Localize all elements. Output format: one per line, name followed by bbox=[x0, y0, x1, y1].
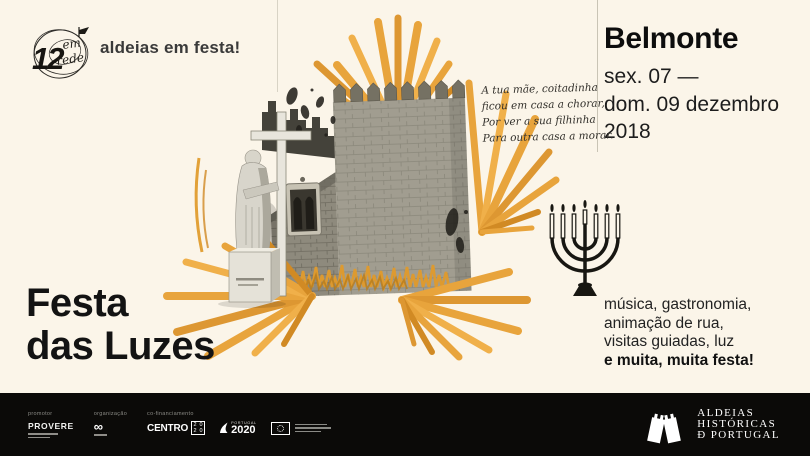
centro-logo-text: CENTRO bbox=[147, 422, 189, 434]
brand-line: Ð PORTUGAL bbox=[697, 429, 780, 441]
microtext-bar bbox=[28, 433, 58, 435]
tagline: aldeias em festa! bbox=[100, 38, 241, 57]
brand-line: ALDEIAS bbox=[697, 407, 755, 419]
microtext-bar bbox=[93, 434, 107, 436]
brandmark-script-1: em bbox=[61, 36, 81, 52]
cofinance-label: co-financiamento bbox=[147, 411, 194, 417]
palm-strand-decoration-left bbox=[194, 157, 209, 253]
statue-illustration bbox=[218, 111, 312, 308]
promoter-label: promotor bbox=[28, 411, 53, 417]
provere-logo: PROVERE bbox=[28, 421, 74, 431]
centro-2020-grid-icon: 2 0 2 0 bbox=[191, 421, 206, 435]
em-rede-logo: 12 em rede bbox=[32, 27, 89, 79]
menorah-icon bbox=[549, 200, 621, 296]
event-date-from: sex. 07 — bbox=[604, 65, 699, 88]
event-dates: sex. 07 — dom. 09 dezembro 2018 bbox=[604, 63, 779, 146]
page-title: Festa das Luzes bbox=[26, 282, 215, 368]
portugal-2020-logo: PORTUGAL 2020 bbox=[219, 421, 257, 436]
organizer-mark-icon: ∞ bbox=[93, 419, 104, 434]
brandmark-script-2: rede bbox=[55, 50, 84, 68]
portugal-label: PORTUGAL bbox=[231, 421, 257, 425]
event-location: Belmonte bbox=[604, 22, 739, 55]
sponsor-logos: promotor PROVERE organização ∞ co-financ… bbox=[28, 411, 331, 438]
event-info: Belmonte sex. 07 — dom. 09 dezembro 2018 bbox=[604, 22, 779, 146]
grid-digit: 2 bbox=[193, 428, 197, 434]
title-line-2: das Luzes bbox=[26, 324, 215, 368]
organizer-label: organização bbox=[93, 411, 128, 417]
handwritten-verse: A tua mãe, coitadinha ficou em casa a ch… bbox=[481, 79, 615, 146]
brand-line: HISTÓRICAS bbox=[697, 418, 777, 430]
palm-frond-decoration-right bbox=[465, 79, 560, 236]
description-line-emphasis: e muita, muita festa! bbox=[604, 351, 754, 369]
grid-digit: 0 bbox=[199, 428, 203, 434]
event-description: música, gastronomia, animação de rua, vi… bbox=[604, 296, 754, 370]
organizer-logo: organização ∞ bbox=[93, 411, 128, 436]
title-line-1: Festa bbox=[26, 281, 128, 325]
eu-cofunding-logo bbox=[270, 421, 331, 435]
aldeias-historicas-icon bbox=[647, 413, 682, 443]
collage-fold-line-right bbox=[597, 0, 598, 152]
event-date-to: dom. 09 dezembro bbox=[604, 92, 780, 116]
promoter-logo: promotor PROVERE bbox=[28, 411, 74, 438]
description-line: visitas guiadas, luz bbox=[604, 333, 735, 351]
palm-frond-decoration-bottom-right bbox=[398, 268, 531, 361]
portugal-year: 2020 bbox=[231, 424, 256, 436]
flag-icon bbox=[78, 27, 89, 37]
microtext-bar bbox=[28, 436, 50, 438]
event-year: 2018 bbox=[604, 120, 651, 143]
grid-digit: 2 bbox=[193, 422, 197, 428]
ink-splatter-decoration bbox=[286, 87, 468, 253]
brandmark-number: 12 bbox=[32, 41, 64, 76]
scribble-fringe-decoration bbox=[298, 264, 451, 293]
gothic-window bbox=[285, 176, 322, 237]
eu-flag-icon bbox=[270, 421, 290, 435]
eu-microtext bbox=[294, 423, 331, 433]
portugal-2020-icon bbox=[220, 422, 228, 433]
collage-fold-line-left bbox=[277, 0, 278, 92]
cofinance-logos: co-financiamento CENTRO 2 0 2 0 bbox=[147, 411, 331, 436]
aldeias-historicas-logo: ALDEIAS HISTÓRICAS Ð PORTUGAL bbox=[641, 406, 780, 444]
description-line: música, gastronomia, bbox=[604, 296, 752, 313]
aldeias-historicas-text: ALDEIAS HISTÓRICAS Ð PORTUGAL bbox=[697, 408, 780, 441]
grid-digit: 0 bbox=[199, 422, 203, 428]
description-line: animação de rua, bbox=[604, 314, 724, 332]
footer-bar: promotor PROVERE organização ∞ co-financ… bbox=[0, 393, 810, 456]
centro-2020-logo: CENTRO 2 0 2 0 bbox=[147, 421, 206, 435]
